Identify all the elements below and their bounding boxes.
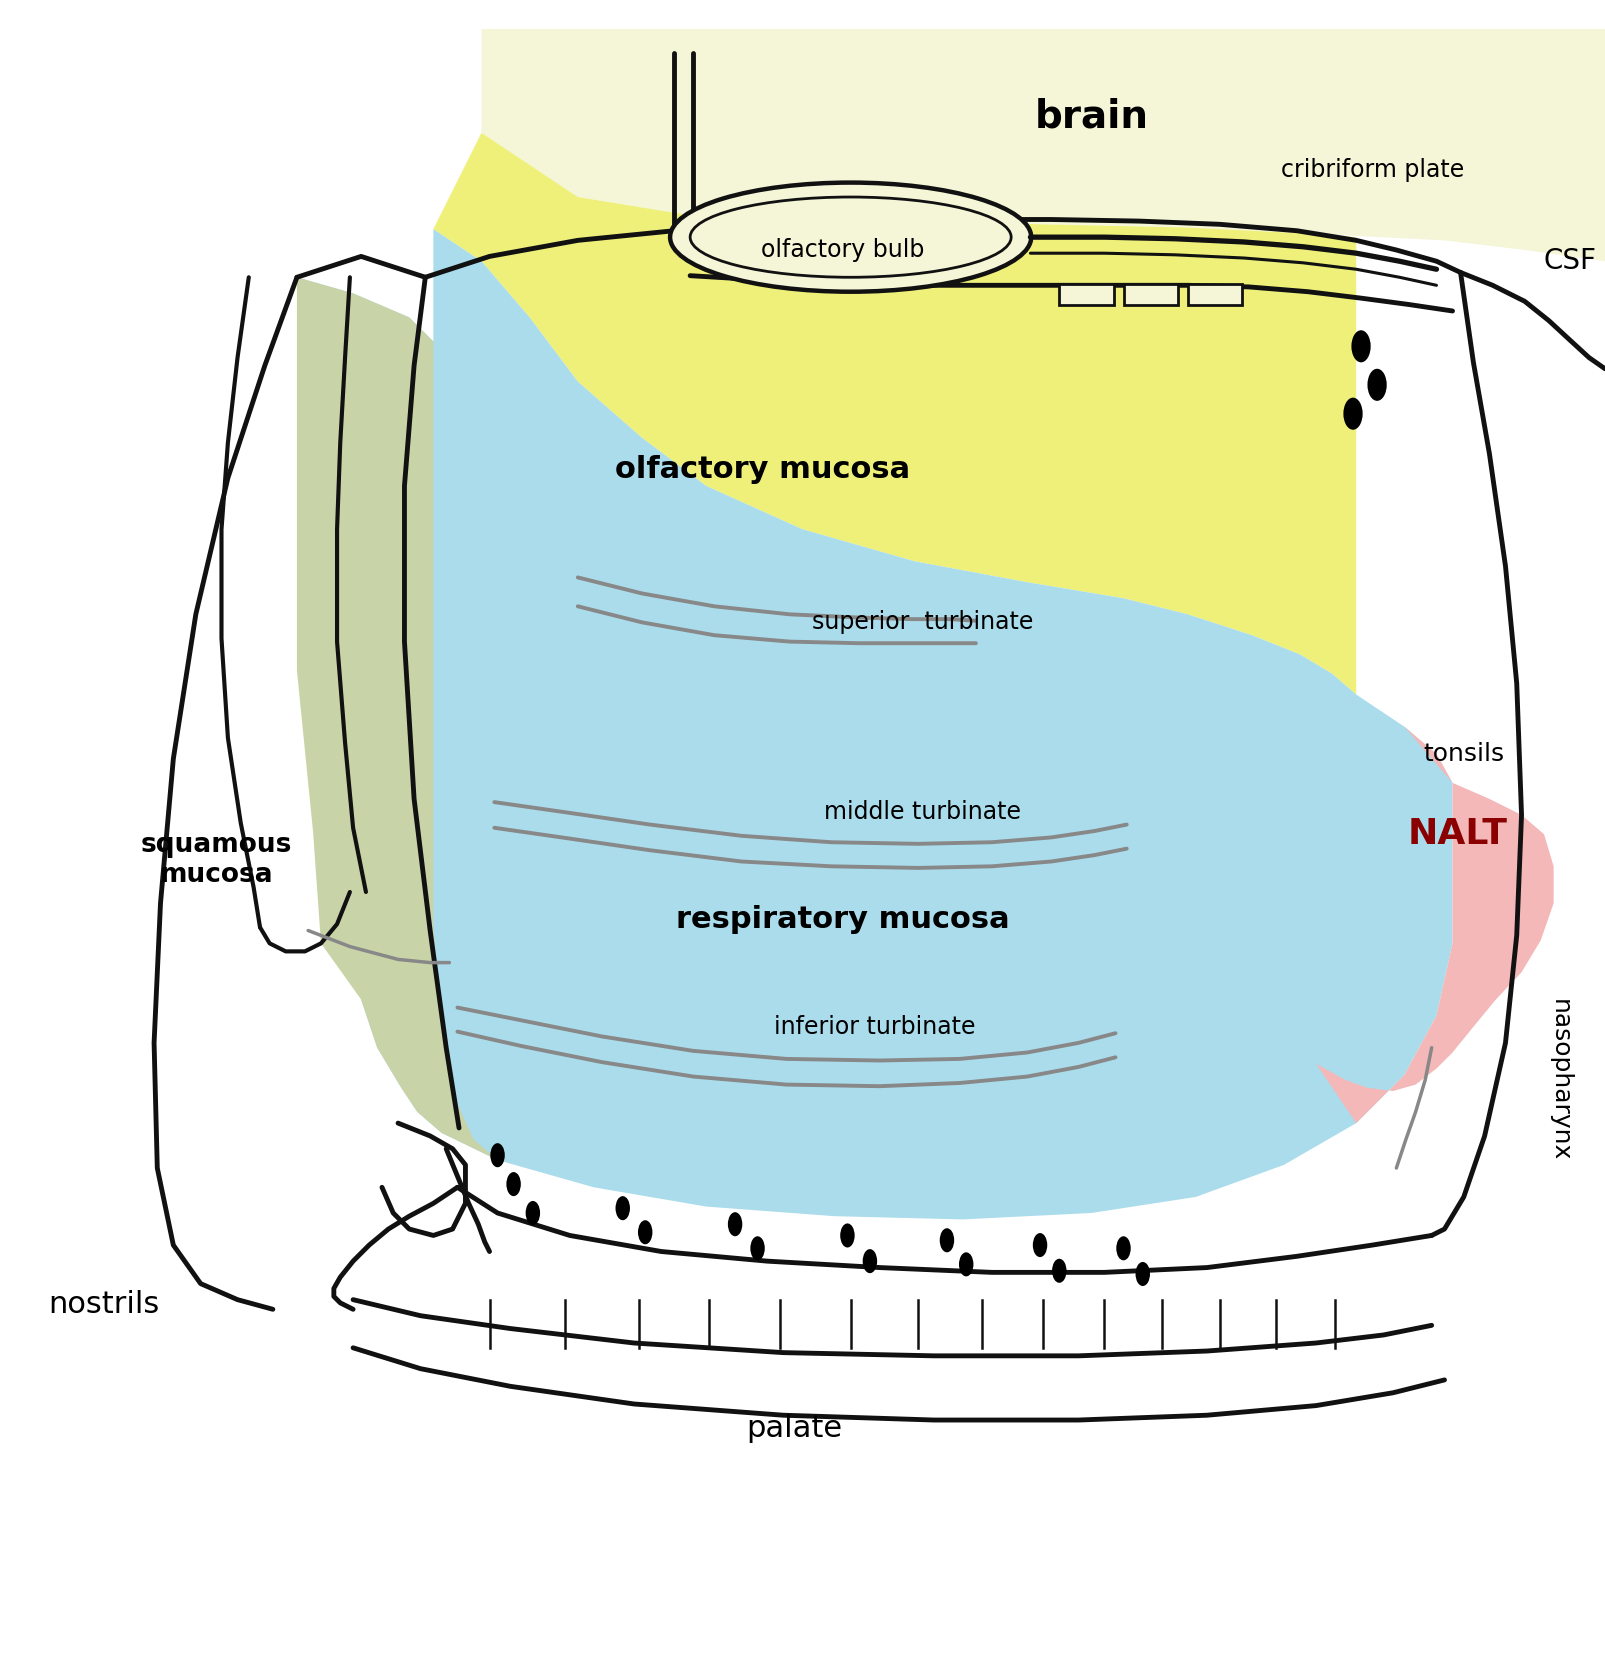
Ellipse shape xyxy=(863,1250,878,1273)
Polygon shape xyxy=(433,133,1356,695)
FancyBboxPatch shape xyxy=(1124,284,1178,304)
Ellipse shape xyxy=(507,1172,520,1197)
Ellipse shape xyxy=(491,1143,506,1167)
Text: olfactory mucosa: olfactory mucosa xyxy=(615,455,910,484)
Ellipse shape xyxy=(1367,369,1387,401)
Ellipse shape xyxy=(671,183,1032,293)
Polygon shape xyxy=(1316,726,1554,1124)
Ellipse shape xyxy=(1136,1261,1149,1286)
Text: NALT: NALT xyxy=(1408,818,1507,851)
Ellipse shape xyxy=(639,1220,652,1245)
Polygon shape xyxy=(297,278,498,1160)
Ellipse shape xyxy=(1117,1237,1132,1260)
FancyBboxPatch shape xyxy=(1188,284,1242,304)
Polygon shape xyxy=(297,229,1453,1220)
Ellipse shape xyxy=(941,1228,953,1251)
Text: inferior turbinate: inferior turbinate xyxy=(774,1015,976,1039)
Text: olfactory bulb: olfactory bulb xyxy=(761,238,924,263)
Ellipse shape xyxy=(616,1197,631,1220)
Text: palate: palate xyxy=(746,1414,843,1443)
Text: middle turbinate: middle turbinate xyxy=(825,799,1021,824)
Polygon shape xyxy=(482,28,1605,261)
Text: cribriform plate: cribriform plate xyxy=(1281,158,1464,181)
Ellipse shape xyxy=(960,1251,973,1276)
Text: superior  turbinate: superior turbinate xyxy=(812,610,1034,635)
Text: tonsils: tonsils xyxy=(1424,741,1504,766)
Text: squamous
mucosa: squamous mucosa xyxy=(141,833,292,888)
Ellipse shape xyxy=(1053,1258,1067,1283)
Text: respiratory mucosa: respiratory mucosa xyxy=(676,904,1010,934)
Ellipse shape xyxy=(1034,1233,1048,1256)
Ellipse shape xyxy=(729,1212,742,1237)
Text: nostrils: nostrils xyxy=(48,1290,160,1320)
Text: brain: brain xyxy=(1034,98,1149,136)
FancyBboxPatch shape xyxy=(1059,284,1114,304)
Text: nasopharynx: nasopharynx xyxy=(1549,999,1571,1160)
Ellipse shape xyxy=(1351,331,1371,362)
Ellipse shape xyxy=(751,1237,764,1260)
Ellipse shape xyxy=(841,1223,855,1248)
Ellipse shape xyxy=(526,1202,539,1225)
Text: CSF: CSF xyxy=(1542,248,1597,276)
Ellipse shape xyxy=(1343,397,1363,430)
